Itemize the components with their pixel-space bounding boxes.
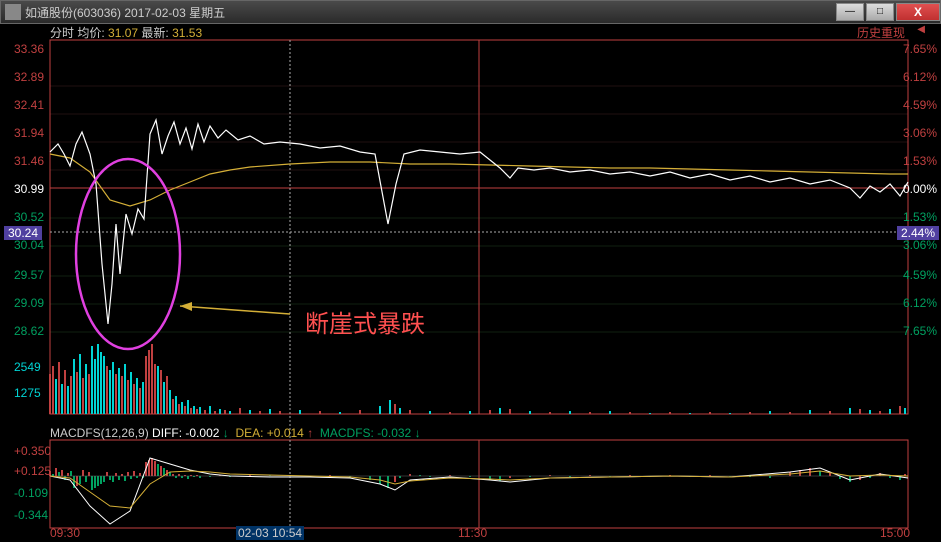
- diff-value: -0.002: [185, 426, 219, 440]
- y-axis-left-label: -0.344: [14, 508, 48, 522]
- y-axis-left-label: 29.09: [14, 296, 44, 310]
- annotation-text: 断崖式暴跌: [305, 304, 425, 339]
- x-axis-label: 15:00: [880, 526, 910, 540]
- diff-label: DIFF:: [152, 426, 182, 440]
- x-axis-label: 11:30: [458, 526, 487, 540]
- y-axis-left-label: 30.04: [14, 238, 44, 252]
- y-axis-left-label: -0.109: [14, 486, 48, 500]
- window-title: 如通股份(603036) 2017-02-03 星期五: [25, 4, 834, 21]
- y-axis-left-label: +0.350: [14, 444, 51, 458]
- y-axis-right-label: 0.00%: [903, 182, 937, 196]
- y-axis-right-label: 7.65%: [903, 324, 937, 338]
- dea-label: DEA:: [235, 426, 263, 440]
- app-icon: [5, 4, 21, 20]
- y-axis-left-label: 32.41: [14, 98, 44, 112]
- y-axis-left-label: 1275: [14, 386, 41, 400]
- macd-name: MACDFS(12,26,9): [50, 426, 149, 440]
- macdfs-label: MACDFS:: [320, 426, 374, 440]
- price-chart: [0, 24, 941, 542]
- y-axis-right-label: 1.53%: [903, 154, 937, 168]
- x-axis-label: 09:30: [50, 526, 80, 540]
- y-axis-right-label: 4.59%: [903, 268, 937, 282]
- y-axis-right-label: 1.53%: [903, 210, 937, 224]
- y-axis-right-label: 6.12%: [903, 70, 937, 84]
- y-axis-left-label: +0.125: [14, 464, 51, 478]
- y-axis-left-label: 31.94: [14, 126, 44, 140]
- y-axis-left-label: 30.52: [14, 210, 44, 224]
- x-axis-label: 02-03 10:54: [236, 526, 304, 540]
- y-axis-right-label: 3.06%: [903, 126, 937, 140]
- chart-area[interactable]: 分时 均价: 31.07 最新: 31.53 历史重现 ◀ 33.3632.89…: [0, 24, 941, 542]
- titlebar: 如通股份(603036) 2017-02-03 星期五 — □ X: [0, 0, 941, 24]
- y-axis-left-label: 30.99: [14, 182, 44, 196]
- minimize-button[interactable]: —: [836, 3, 864, 21]
- y-axis-left-label: 32.89: [14, 70, 44, 84]
- y-axis-left-label: 33.36: [14, 42, 44, 56]
- macdfs-value: -0.032: [377, 426, 411, 440]
- y-axis-left-label: 29.57: [14, 268, 44, 282]
- dea-value: +0.014: [267, 426, 304, 440]
- y-axis-right-label: 6.12%: [903, 296, 937, 310]
- maximize-button[interactable]: □: [866, 3, 894, 21]
- close-button[interactable]: X: [896, 3, 940, 21]
- y-axis-right-label: 4.59%: [903, 98, 937, 112]
- macd-header: MACDFS(12,26,9) DIFF: -0.002 ↓ DEA: +0.0…: [50, 426, 421, 440]
- y-axis-right-label: 3.06%: [903, 238, 937, 252]
- y-axis-left-label: 28.62: [14, 324, 44, 338]
- y-axis-right-label: 7.65%: [903, 42, 937, 56]
- y-axis-left-label: 31.46: [14, 154, 44, 168]
- y-axis-left-label: 2549: [14, 360, 41, 374]
